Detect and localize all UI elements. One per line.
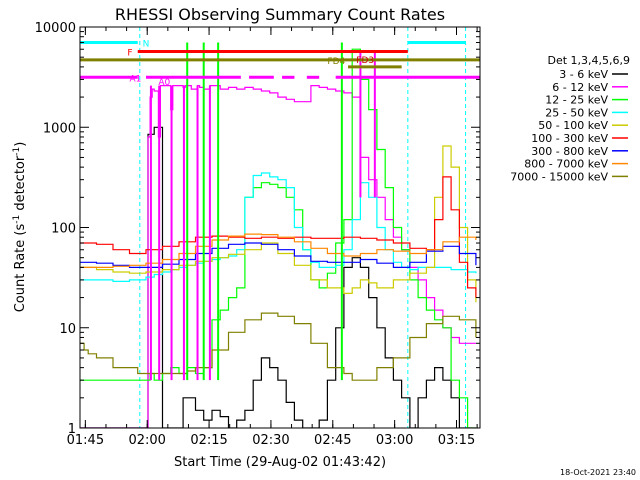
axis-ticks <box>80 27 480 429</box>
x-axis-label: Start Time (29-Aug-02 01:43:42) <box>174 455 386 470</box>
annotation-label-1: F <box>127 48 132 58</box>
legend-label-2: 12 - 25 keV <box>545 94 608 107</box>
legend-label-3: 25 - 50 keV <box>545 106 608 119</box>
y-tick-label-1: 10 <box>59 322 76 337</box>
x-tick-label-2: 02:15 <box>190 433 227 448</box>
legend-label-0: 3 - 6 keV <box>559 68 608 81</box>
x-tick-label-0: 01:45 <box>67 433 104 448</box>
legend-title: Det 1,3,4,5,6,9 <box>547 54 630 67</box>
legend-label-1: 6 - 12 keV <box>552 81 608 94</box>
x-tick-label-1: 02:00 <box>128 433 165 448</box>
legend-label-7: 800 - 7000 keV <box>524 158 608 171</box>
series-line-6 <box>80 242 477 268</box>
footer-timestamp: 18-Oct-2021 23:40 <box>560 468 636 477</box>
series-line-4 <box>80 145 477 303</box>
x-tick-label-3: 02:30 <box>252 433 289 448</box>
annotation-label-3: FD4 <box>327 57 345 67</box>
chart-title: RHESSI Observing Summary Count Rates <box>115 5 445 24</box>
x-tick-label-6: 03:15 <box>438 433 475 448</box>
series-line-0 <box>80 126 476 428</box>
legend-label-8: 7000 - 15000 keV <box>510 170 608 183</box>
y-tick-labels: 1 10 100 1000 10000 <box>35 21 76 437</box>
y-tick-label-2: 100 <box>51 222 76 237</box>
plot-frame <box>79 26 481 429</box>
annotation-label-2: FD3 <box>356 56 374 66</box>
legend-label-4: 50 - 100 keV <box>538 119 608 132</box>
y-tick-label-3: 1000 <box>43 121 76 136</box>
x-tick-label-4: 02:45 <box>314 433 351 448</box>
y-axis-label: Count Rate (s-1 detector-1) <box>12 142 28 313</box>
x-tick-labels: 01:45 02:00 02:15 02:30 02:45 03:00 03:15 <box>67 433 476 448</box>
legend-label-6: 300 - 800 keV <box>531 145 608 158</box>
y-tick-label-0: 1 <box>68 422 76 437</box>
plot-area: N F FD3 FD4 A1 A0 <box>80 27 480 428</box>
legend-label-5: 100 - 300 keV <box>531 132 608 145</box>
annotation-label-5: A1 <box>129 74 141 84</box>
series-line-8 <box>80 312 477 381</box>
x-tick-label-5: 03:00 <box>376 433 413 448</box>
annotation-label-6: A0 <box>158 78 170 88</box>
y-tick-label-4: 10000 <box>35 21 76 36</box>
annotation-label-0: N <box>143 40 150 50</box>
